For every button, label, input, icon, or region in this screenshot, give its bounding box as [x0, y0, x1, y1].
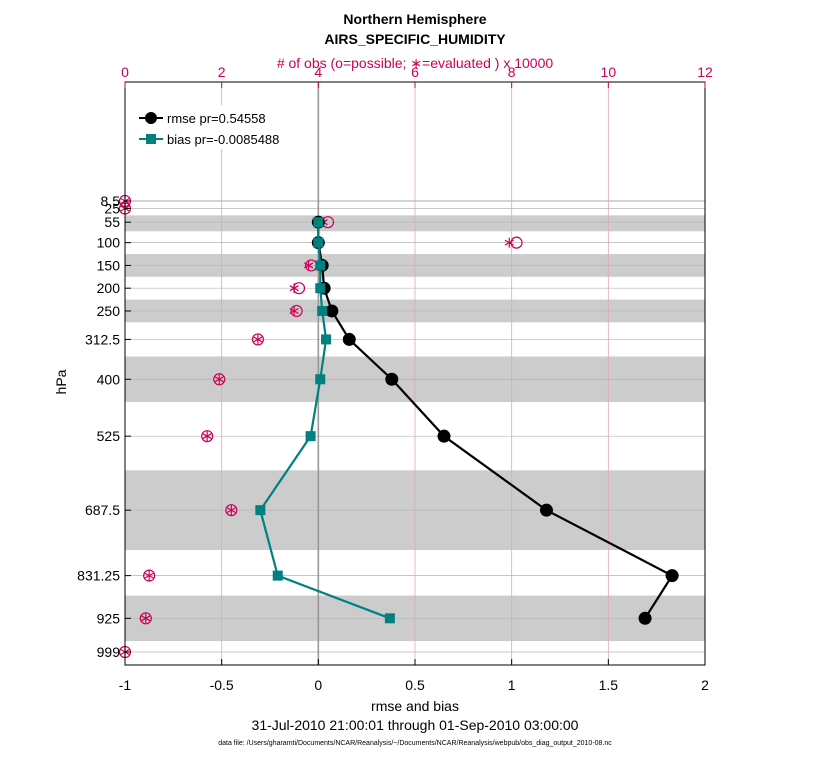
y-tick-label-3: 100	[97, 235, 121, 251]
rmse-point-8	[539, 503, 553, 517]
x-tick-label-1: -0.5	[210, 677, 234, 693]
obs-evaluated-12	[141, 613, 151, 624]
bias-point-10	[384, 613, 395, 624]
obs-evaluated-11	[144, 570, 154, 581]
x-tick-label-2: 0	[314, 677, 322, 693]
obs-evaluated-stroke-10-2	[226, 507, 236, 514]
legend-bias-label: bias pr=-0.0085488	[167, 132, 279, 147]
obs-evaluated-6	[289, 305, 299, 316]
data-file-footer: data file: /Users/gharamti/Documents/NCA…	[218, 740, 612, 747]
obs-evaluated-stroke-8-2	[214, 376, 224, 383]
bias-line	[259, 222, 391, 620]
bias-point-6	[315, 374, 326, 385]
obs-evaluated-stroke-11-2	[144, 572, 154, 579]
rmse-line	[317, 222, 674, 619]
x-tick-label-6: 2	[701, 677, 709, 693]
obs-evaluated-stroke-12-2	[141, 615, 151, 622]
chart-subtitle: AIRS_SPECIFIC_HUMIDITY	[324, 31, 506, 47]
obs-evaluated-10	[226, 505, 236, 516]
y-tick-label-8: 400	[97, 371, 121, 387]
obs-possible-3	[510, 236, 523, 249]
rmse-point-5	[342, 332, 356, 346]
legend-box	[132, 105, 300, 149]
bias-point-0	[313, 217, 324, 228]
x-tick-label-5: 1.5	[599, 677, 619, 693]
y-tick-label-12: 925	[97, 610, 121, 626]
obs-evaluated-stroke-7-2	[253, 336, 263, 343]
y-tick-label-0: 8.5	[101, 193, 121, 209]
obs-possible-9	[201, 430, 214, 443]
x-tick-label-4: 1	[508, 677, 516, 693]
obs-possible-11	[143, 569, 156, 582]
bias-point-5	[321, 334, 332, 345]
legend: rmse pr=0.54558 bias pr=-0.0085488	[132, 105, 300, 149]
obs-evaluated-3	[504, 237, 514, 248]
y-tick-label-1: 25	[104, 201, 120, 217]
y-tick-label-7: 312.5	[85, 331, 120, 347]
top-tick-label-0: 0	[121, 64, 129, 80]
top-tick-label-3: 6	[411, 64, 419, 80]
rmse-point-9	[665, 569, 679, 583]
obs-evaluated-5	[289, 283, 299, 294]
obs-possible-7	[251, 333, 265, 346]
top-tick-label-5: 10	[601, 64, 617, 80]
rmse-point-7	[437, 429, 451, 443]
x-tick-label-0: -1	[119, 677, 132, 693]
obs-evaluated-stroke-3-2	[504, 239, 514, 246]
y-tick-label-5: 200	[97, 280, 121, 296]
top-tick-label-2: 4	[314, 64, 322, 80]
legend-rmse-label: rmse pr=0.54558	[167, 111, 266, 126]
top-axis-label: # of obs (o=possible; ∗=evaluated ) x 10…	[277, 55, 554, 71]
bias-point-1	[313, 237, 324, 248]
obs-evaluated-stroke-4-2	[304, 262, 314, 269]
bias-point-4	[317, 305, 328, 316]
top-tick-label-6: 12	[697, 64, 713, 80]
rmse-point-6	[385, 372, 399, 386]
y-tick-label-9: 525	[97, 428, 121, 444]
y-tick-label-6: 250	[97, 303, 121, 319]
bias-point-3	[315, 283, 326, 294]
x-axis-label: rmse and bias	[371, 698, 459, 714]
obs-possible-10	[225, 504, 238, 517]
obs-possible-6	[290, 304, 303, 318]
rmse-point-4	[325, 304, 339, 318]
chart-title: Northern Hemisphere	[343, 11, 486, 27]
bias-point-2	[315, 260, 326, 271]
legend-rmse-marker	[145, 112, 157, 124]
bias-point-8	[255, 505, 266, 516]
obs-possible-12	[139, 612, 152, 625]
top-tick-label-4: 8	[508, 64, 516, 80]
obs-evaluated-stroke-9-2	[202, 433, 212, 440]
y-tick-label-11: 831.25	[77, 568, 120, 584]
grid-lines	[125, 82, 705, 665]
y-tick-label-4: 150	[97, 257, 121, 273]
obs-evaluated-stroke-5-2	[289, 285, 299, 292]
rmse-point-10	[638, 611, 652, 625]
bias-point-9	[272, 570, 283, 581]
y-tick-label-2: 55	[104, 214, 120, 230]
obs-evaluated-9	[202, 431, 212, 442]
y-tick-label-13: 999	[97, 644, 121, 660]
x-tick-label-3: 0.5	[405, 677, 425, 693]
date-range: 31-Jul-2010 21:00:01 through 01-Sep-2010…	[252, 717, 579, 733]
top-tick-label-1: 2	[218, 64, 226, 80]
obs-evaluated-8	[214, 374, 224, 385]
obs-evaluated-stroke-6-2	[289, 307, 299, 314]
y-axis-label: hPa	[53, 369, 69, 394]
obs-possible-8	[213, 373, 226, 386]
obs-evaluated-4	[304, 260, 314, 271]
bias-point-7	[305, 431, 316, 442]
legend-bias-marker	[146, 134, 156, 144]
obs-evaluated-7	[253, 334, 263, 345]
y-tick-label-10: 687.5	[85, 502, 120, 518]
series-lines	[255, 215, 679, 625]
